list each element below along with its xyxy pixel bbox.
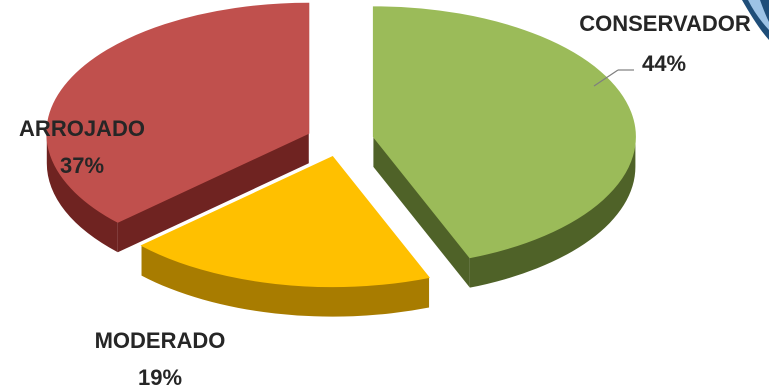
corner-ring-highlight <box>748 0 769 30</box>
slice-label-moderado: MODERADO <box>95 328 226 353</box>
slice-value-moderado: 19% <box>138 365 182 390</box>
slice-wall-arrojado-0 <box>117 133 309 253</box>
slice-label-arrojado: ARROJADO <box>19 116 145 141</box>
slice-side-moderado <box>141 245 430 317</box>
slice-value-conservador: 44% <box>642 51 686 76</box>
slice-label-conservador: CONSERVADOR <box>579 11 751 36</box>
slice-value-arrojado: 37% <box>60 153 104 178</box>
slice-side-conservador <box>469 136 636 288</box>
slice-wall-conservador-1 <box>373 136 470 288</box>
pie-slices <box>46 2 636 317</box>
slice-arrojado <box>46 2 310 223</box>
slice-moderado <box>140 155 430 288</box>
leader-line-conservador <box>593 69 619 87</box>
slice-conservador <box>372 6 636 259</box>
slice-side-arrojado <box>46 133 118 253</box>
